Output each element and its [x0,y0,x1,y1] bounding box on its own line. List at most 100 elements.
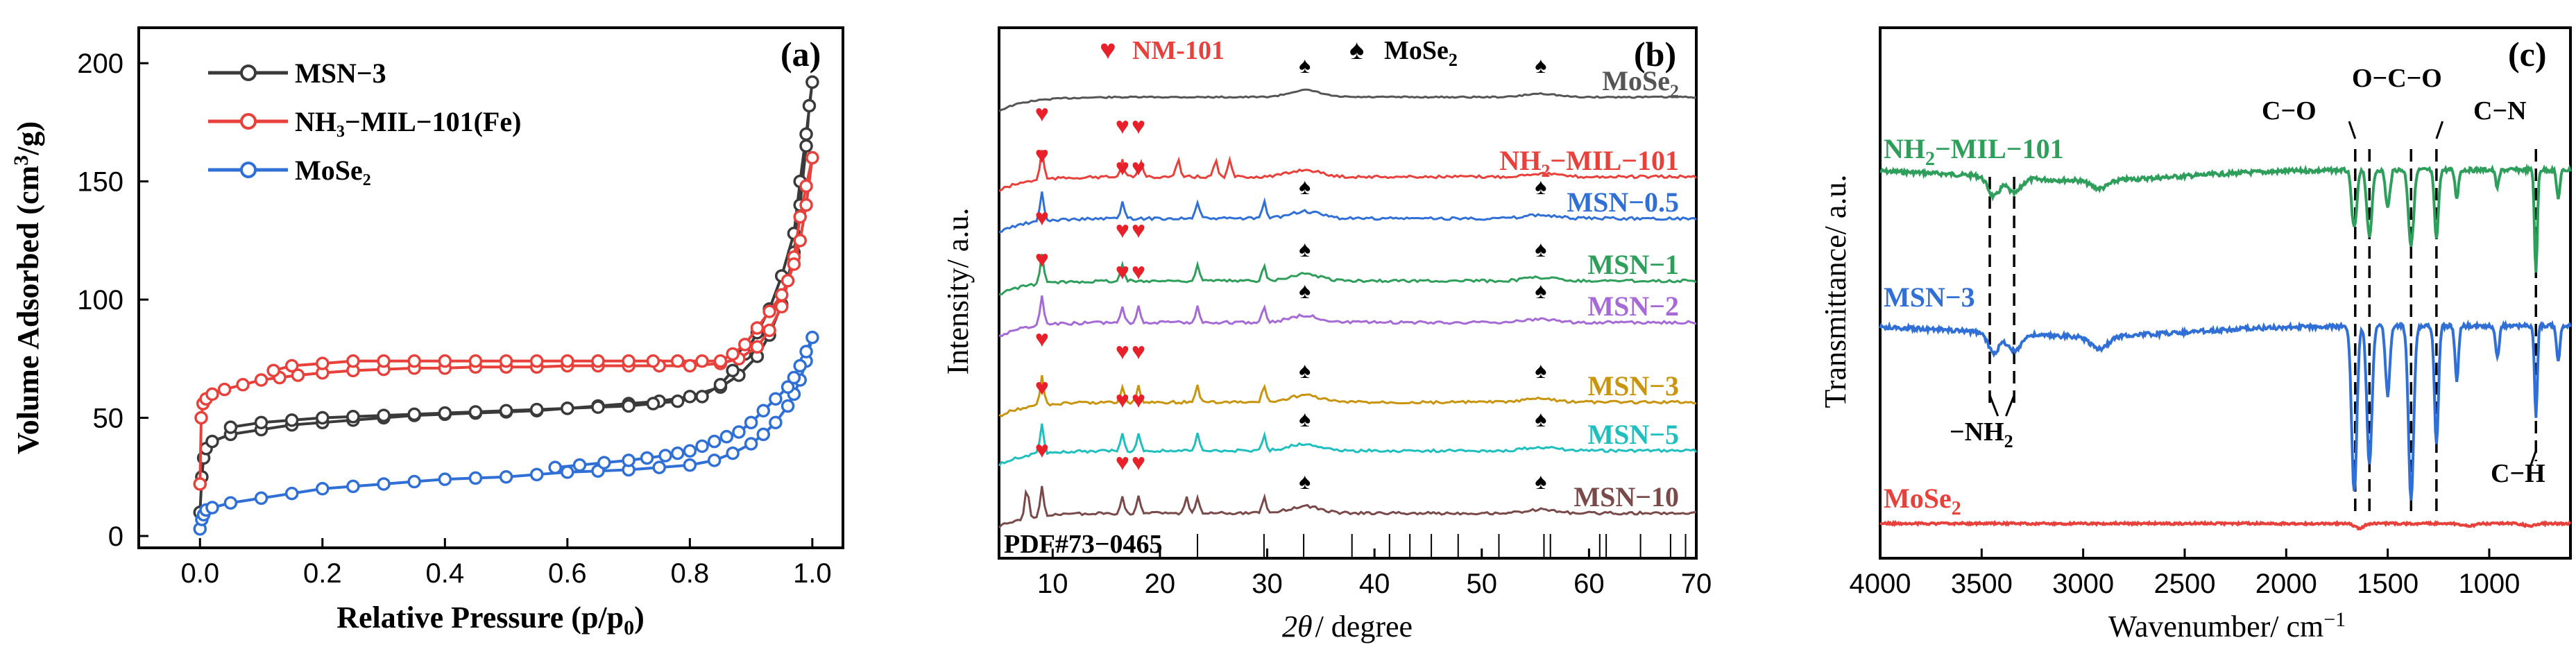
panel-a-data-point [652,460,666,474]
panel-a-data-point [805,150,819,165]
panel-a-data-point [670,394,685,408]
panel-b-xrd-chart: 10 20 30 40 50 60 70 MoSe2 NH2−MIL−101 MSN−0.5 MS… [941,26,1712,644]
heart-marker-icon: ♥ [1132,388,1145,413]
spade-marker-icon: ♠ [1535,236,1546,261]
spade-marker-icon: ♠ [1535,469,1546,494]
legend-marker-nh3-mil [240,113,257,130]
panel-a-data-point [750,340,765,354]
panel-a-data-point [738,338,752,352]
panel-a-data-point [683,444,697,458]
panel-a-x-tick-label: 0.8 [671,558,710,589]
panel-a-data-point [683,390,697,404]
panel-a-y-tick-label: 150 [77,167,123,198]
ch-arrow [2529,450,2537,469]
panel-a-data-point [291,368,305,382]
xrd-pattern-mose2 [998,88,1697,112]
panel-a-data-point [695,390,709,404]
panel-a-data-point [732,425,746,439]
heart-marker-icon: ♥ [1132,155,1145,181]
panel-a-data-point [799,127,813,141]
panel-a-data-point [787,257,801,271]
panel-a-data-point [205,387,219,402]
panel-a-x-tick-label: 0.4 [425,558,464,589]
panel-a-data-point [622,454,636,467]
panel-a-data-point [346,354,360,368]
legend-label-msn3: MSN−3 [295,58,386,89]
ftir-spectrum-msn-3 [1879,319,2572,501]
panel-a-data-point [787,370,801,385]
panel-b-x-tick-label: 40 [1359,569,1390,599]
panel-a-data-point [499,404,513,418]
panel-a-data-point [769,415,783,430]
panel-a-data-point [548,460,562,474]
heart-marker-icon: ♥ [1132,339,1145,365]
xrd-label-msn-5: MSN−5 [1587,419,1679,450]
heart-marker-icon: ♥ [1132,218,1145,243]
legend-label-nh3-mil: NH₃−MIL−101(Fe) [295,106,521,137]
panel-a-data-point [346,410,360,424]
heart-marker-icon: ♥ [1132,259,1145,285]
legend-label-nm101: NM-101 [1132,36,1225,65]
panel-a-x-axis-label: Relative Pressure (p/p0) [336,601,645,639]
panel-a-data-point [407,354,421,368]
panel-a-data-point [670,446,685,460]
panel-a-data-point [781,380,795,394]
panel-c-frame [1879,26,2572,560]
panel-a-data-point [236,378,250,392]
heart-marker-icon: ♥ [1116,339,1129,365]
panel-a-isotherm-chart: 0.0 0.2 0.4 0.6 0.8 1.0 0 50 100 150 200 (a) MSN−3… [10,26,844,639]
panel-c-ftir-chart: 4000 3500 3000 2500 2000 1500 1000 (c) C−O O−C… [1818,26,2572,644]
panel-b-y-axis-label: Intensity/ a.u. [941,208,975,375]
legend-heart-icon: ♥ [1100,34,1116,65]
panel-a-data-point [726,347,740,361]
series-label-nh2-mil101: NH2−MIL−101 [1884,133,2064,170]
panel-a-data-point [670,354,685,368]
panel-a-data-point [750,321,765,335]
panel-b-legend: ♥ NM-101 ♠ MoSe2 [1100,34,1458,70]
ftir-spectrum-mose2 [1879,519,2572,531]
panel-a-data-point [713,378,728,392]
heart-marker-icon: ♥ [1116,155,1129,181]
spade-marker-icon: ♠ [1299,236,1311,261]
spade-marker-icon: ♠ [1299,174,1311,199]
legend-label-mose2: MoSe₂ [295,155,371,186]
panel-a-data-point [726,446,740,460]
panel-a-data-point [561,465,574,479]
panel-a-y-tick-label: 50 [93,404,124,434]
spade-marker-icon: ♠ [1535,278,1546,303]
spade-marker-icon: ♠ [1299,358,1311,383]
panel-a-data-point [744,415,758,430]
panel-a-data-point [726,363,740,378]
panel-b-x-tick-label: 30 [1252,569,1283,599]
panel-a-data-point [316,482,330,496]
legend-spade-icon: ♠ [1349,34,1364,65]
panel-a-data-point [561,354,574,368]
panel-c-label: (c) [2508,35,2547,74]
spade-marker-icon: ♠ [1535,174,1546,199]
xrd-label-msn-1: MSN−1 [1587,249,1679,280]
panel-a-data-point [781,399,795,413]
xrd-label-msn-3: MSN−3 [1587,370,1679,402]
panel-a-frame [137,26,844,549]
panel-a-data-point [597,456,611,470]
panel-a-data-point [793,359,807,373]
panel-a-data-point [762,323,776,338]
cn-arrow [2435,121,2444,139]
panel-a-data-point [799,345,813,359]
panel-c-x-tick-label: 1000 [2458,569,2520,599]
annotation-nh2: −NH2 [1950,417,2013,451]
panel-c-x-tick-label: 4000 [1850,569,1911,599]
panel-a-data-point [793,209,807,224]
heart-marker-icon: ♥ [1132,450,1145,476]
panel-a-y-tick-label: 0 [108,521,123,552]
panel-a-data-point [438,472,452,486]
heart-marker-icon: ♥ [1035,205,1049,231]
xrd-label-nh2-mil-101: NH2−MIL−101 [1499,145,1679,181]
panel-a-data-point [407,474,421,489]
spade-marker-icon: ♠ [1535,406,1546,431]
panel-a-data-point [499,469,513,484]
panel-a-data-point [468,354,483,368]
panel-a-data-point [438,354,452,368]
legend-marker-mose2 [240,162,257,178]
